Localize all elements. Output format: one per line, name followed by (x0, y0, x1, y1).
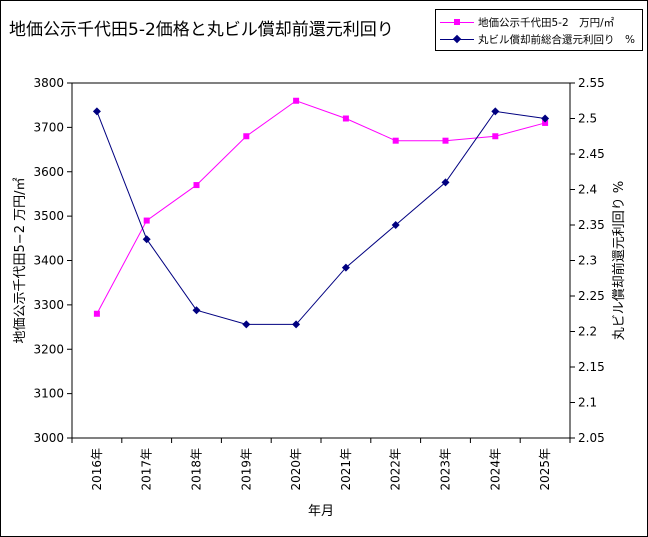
series-1-point (143, 217, 150, 224)
series-line-2 (96, 110, 546, 325)
series-1-point (542, 119, 549, 126)
y2-tick-label: 2.1 (578, 396, 597, 410)
y2-tick-label: 2.5 (578, 112, 597, 126)
series-2-point (92, 107, 101, 116)
y-tick-label: 3400 (33, 254, 64, 268)
series-2-point (541, 114, 550, 123)
x-tick-label: 2016年 (90, 448, 104, 491)
series-2-point (491, 107, 500, 116)
series-1-point (93, 310, 100, 317)
y2-tick-label: 2.05 (578, 431, 605, 445)
series-2-point (142, 235, 151, 244)
series-line-1 (96, 100, 546, 314)
series-2-point (441, 178, 450, 187)
chart-legend: 地価公示千代田5-2 万円/㎡ 丸ビル償却前総合還元利回り % (435, 9, 643, 51)
y2-tick-label: 2.25 (578, 289, 605, 303)
y2-tick-label: 2.55 (578, 76, 605, 90)
y2-axis-title: 丸ビル償却前還元利回り % (611, 181, 627, 341)
series-2-point (341, 263, 350, 272)
y2-tick-label: 2.15 (578, 360, 605, 374)
x-tick-label: 2021年 (339, 448, 353, 491)
legend-swatch-yield (440, 34, 474, 44)
y2-tick-label: 2.2 (578, 325, 597, 339)
x-axis-title: 年月 (308, 504, 334, 519)
x-tick-label: 2017年 (140, 448, 154, 491)
chart-title: 地価公示千代田5-2価格と丸ビル償却前還元利回り (9, 20, 394, 40)
y-tick-label: 3100 (33, 387, 64, 401)
y-tick-label: 3200 (33, 342, 64, 356)
series-1-point (293, 97, 300, 104)
legend-label-land-price: 地価公示千代田5-2 万円/㎡ (478, 16, 615, 29)
x-tick-label: 2025年 (538, 448, 552, 491)
y-tick-label: 3800 (33, 76, 64, 90)
legend-item-land-price: 地価公示千代田5-2 万円/㎡ (440, 14, 614, 30)
series-1-point (442, 137, 449, 144)
y-tick-label: 3600 (33, 165, 64, 179)
x-tick-label: 2019年 (239, 448, 253, 491)
y-tick-label: 3300 (33, 298, 64, 312)
y-tick-label: 3500 (33, 209, 64, 223)
legend-swatch-land-price (440, 17, 474, 27)
series-1-point (492, 133, 499, 140)
legend-label-yield: 丸ビル償却前総合還元利回り % (478, 33, 635, 46)
series-2-point (242, 320, 251, 329)
y-tick-label: 3000 (33, 431, 64, 445)
x-tick-label: 2024年 (488, 448, 502, 491)
series-2-point (192, 306, 201, 315)
y-tick-label: 3700 (33, 120, 64, 134)
y2-tick-label: 2.35 (578, 218, 605, 232)
series-2-point (292, 320, 301, 329)
series-1-point (342, 115, 349, 122)
series-1-point (392, 137, 399, 144)
y2-tick-label: 2.45 (578, 147, 605, 161)
x-tick-label: 2023年 (439, 448, 453, 491)
y2-tick-label: 2.3 (578, 254, 597, 268)
x-tick-label: 2020年 (289, 448, 303, 491)
series-1-point (243, 133, 250, 140)
series-1-point (193, 182, 200, 189)
x-tick-label: 2022年 (389, 448, 403, 491)
x-tick-label: 2018年 (190, 448, 204, 491)
series-2-point (391, 221, 400, 229)
y-axis-title: 地価公示千代田5−2 万円/㎡ (13, 178, 28, 344)
y2-tick-label: 2.4 (578, 183, 597, 197)
legend-item-yield: 丸ビル償却前総合還元利回り % (440, 31, 635, 47)
